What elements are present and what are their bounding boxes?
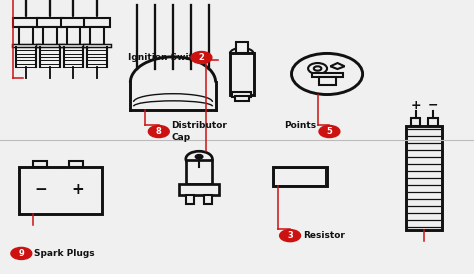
Bar (274, 168, 325, 185)
Circle shape (280, 230, 301, 242)
Polygon shape (330, 63, 345, 69)
Text: +: + (410, 99, 421, 112)
Circle shape (11, 247, 32, 259)
Bar (411, 118, 420, 126)
Text: Spark Plugs: Spark Plugs (34, 249, 95, 258)
Bar (67, 27, 80, 45)
Bar (232, 92, 251, 97)
Bar (235, 96, 249, 101)
Bar (36, 44, 64, 47)
Bar (179, 184, 219, 195)
Bar (186, 195, 194, 204)
Bar (407, 126, 442, 230)
Circle shape (186, 151, 212, 167)
Circle shape (195, 155, 203, 159)
Text: +: + (72, 182, 84, 197)
Bar (19, 27, 33, 45)
Text: Distributor
Cap: Distributor Cap (172, 121, 228, 142)
Bar (230, 53, 254, 95)
Circle shape (314, 66, 321, 71)
Circle shape (191, 52, 212, 64)
Text: 8: 8 (156, 127, 162, 136)
Bar (186, 160, 212, 184)
Circle shape (308, 63, 327, 74)
Bar (69, 161, 83, 167)
Bar (61, 18, 86, 27)
Bar (13, 18, 39, 27)
Bar (83, 44, 111, 47)
Bar (312, 73, 343, 77)
Bar (273, 167, 327, 186)
Text: −: − (34, 182, 46, 197)
Bar (319, 77, 336, 85)
Bar (91, 27, 104, 45)
Bar (37, 18, 63, 27)
Text: Resistor: Resistor (303, 231, 345, 240)
Text: Points: Points (284, 121, 317, 130)
Bar (204, 195, 212, 204)
Bar (43, 27, 56, 45)
Text: 2: 2 (199, 53, 204, 62)
Circle shape (319, 125, 340, 138)
Bar (33, 161, 47, 167)
Bar (428, 118, 438, 126)
Text: 5: 5 (327, 127, 332, 136)
Text: −: − (428, 99, 438, 112)
Text: 3: 3 (287, 231, 293, 240)
Bar (236, 42, 247, 53)
Text: Ignition Switch: Ignition Switch (128, 53, 205, 62)
Bar (59, 44, 88, 47)
Circle shape (292, 53, 363, 95)
Bar (12, 44, 40, 47)
Bar (84, 18, 110, 27)
Bar (19, 167, 102, 214)
Text: 9: 9 (18, 249, 24, 258)
Circle shape (148, 125, 169, 138)
